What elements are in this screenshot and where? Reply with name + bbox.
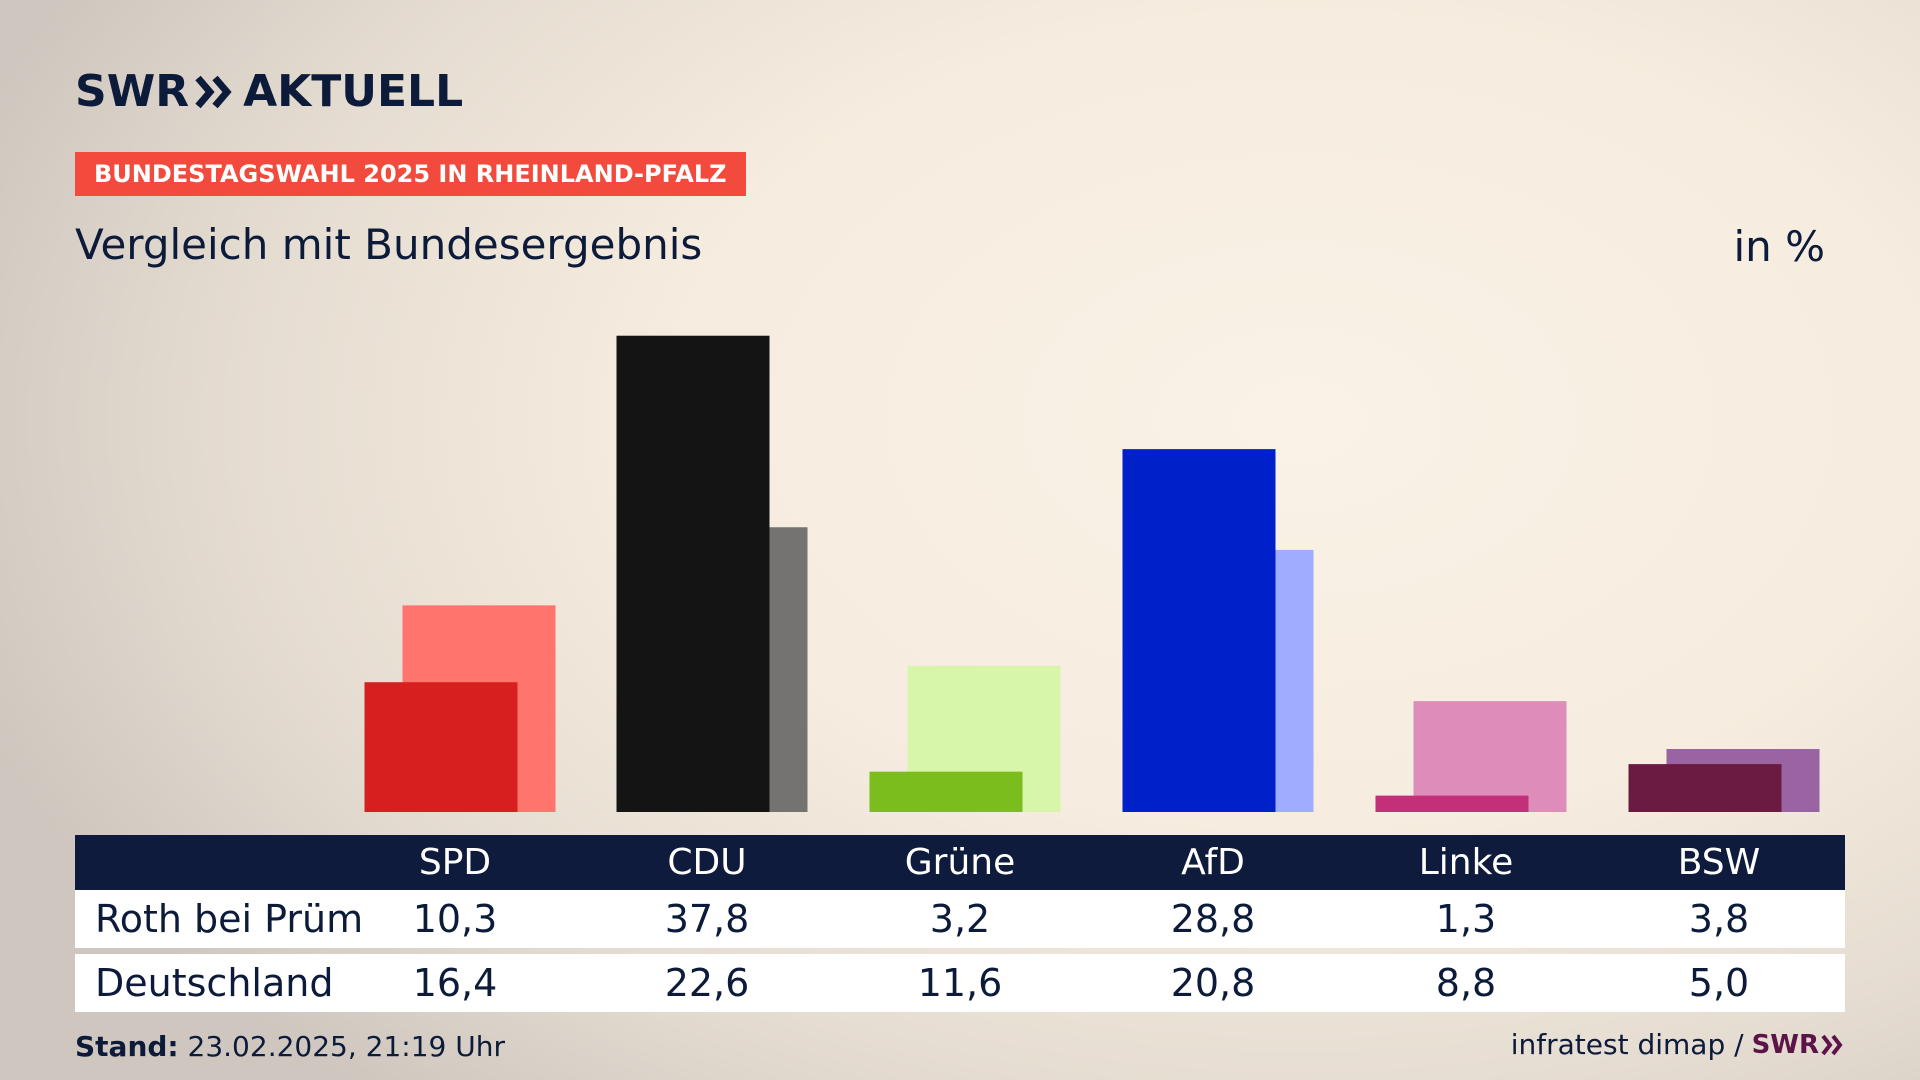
value-cell: 8,8: [1435, 961, 1497, 1005]
source-text: infratest dimap /: [1510, 1028, 1744, 1061]
value-cell: 3,2: [929, 897, 991, 941]
swr-aktuell-logo: SWR AKTUELL: [75, 66, 463, 117]
value-cell: 16,4: [412, 961, 498, 1005]
election-badge: BUNDESTAGSWAHL 2025 IN RHEINLAND-PFALZ: [75, 152, 746, 196]
row-label: Deutschland: [95, 961, 334, 1005]
value-cell: 5,0: [1688, 961, 1750, 1005]
header-cell-linke: Linke: [1418, 842, 1514, 883]
chart-subtitle: Vergleich mit Bundesergebnis: [75, 220, 703, 269]
header-cell-bsw: BSW: [1677, 842, 1761, 883]
stand-value: 23.02.2025, 21:19 Uhr: [187, 1030, 505, 1063]
bar-roth-bei-pruem-spd: [364, 682, 518, 812]
footer-double-chevron-icon: [1821, 1034, 1843, 1055]
row-label: Roth bei Prüm: [95, 897, 364, 941]
logo-aktuell-text: AKTUELL: [243, 66, 464, 117]
stand-timestamp: Stand: 23.02.2025, 21:19 Uhr: [75, 1030, 505, 1063]
source-credit: infratest dimap / SWR: [1511, 1028, 1845, 1061]
table-row-deutschland: Deutschland 16,4 22,6 11,6 20,8 8,8 5,0: [75, 954, 1845, 1012]
header-cell-cdu: CDU: [667, 842, 747, 883]
bar-roth-bei-pruem-gruene: [869, 771, 1023, 812]
stand-label: Stand:: [75, 1030, 179, 1063]
table-row-roth-bei-pruem: Roth bei Prüm 10,3 37,8 3,2 28,8 1,3 3,8: [75, 890, 1845, 948]
table-header: SPD CDU Grüne AfD Linke BSW: [75, 835, 1845, 890]
value-cell: 10,3: [412, 897, 498, 941]
bar-roth-bei-pruem-afd: [1122, 449, 1276, 812]
value-cell: 11,6: [917, 961, 1003, 1005]
unit-label: in %: [1733, 222, 1825, 271]
value-cell: 3,8: [1688, 897, 1750, 941]
header-cell-gruene: Grüne: [904, 842, 1016, 883]
bar-chart: [364, 335, 1820, 812]
value-cell: 28,8: [1170, 897, 1256, 941]
bar-roth-bei-pruem-linke: [1375, 795, 1529, 812]
bar-deutschland-linke: [1413, 701, 1567, 812]
results-table: SPD CDU Grüne AfD Linke BSW Roth bei Prü…: [75, 835, 1845, 1012]
value-cell: 20,8: [1170, 961, 1256, 1005]
double-chevron-icon: [195, 75, 232, 108]
header-cell-spd: SPD: [418, 842, 492, 883]
value-cell: 37,8: [664, 897, 750, 941]
value-cell: 1,3: [1435, 897, 1497, 941]
header-cell-afd: AfD: [1181, 842, 1245, 883]
value-cell: 22,6: [664, 961, 750, 1005]
footer-swr-logo: SWR: [1751, 1029, 1819, 1060]
bar-roth-bei-pruem-cdu: [616, 335, 770, 812]
bar-roth-bei-pruem-bsw: [1628, 764, 1782, 812]
logo-swr-text: SWR: [75, 66, 190, 117]
